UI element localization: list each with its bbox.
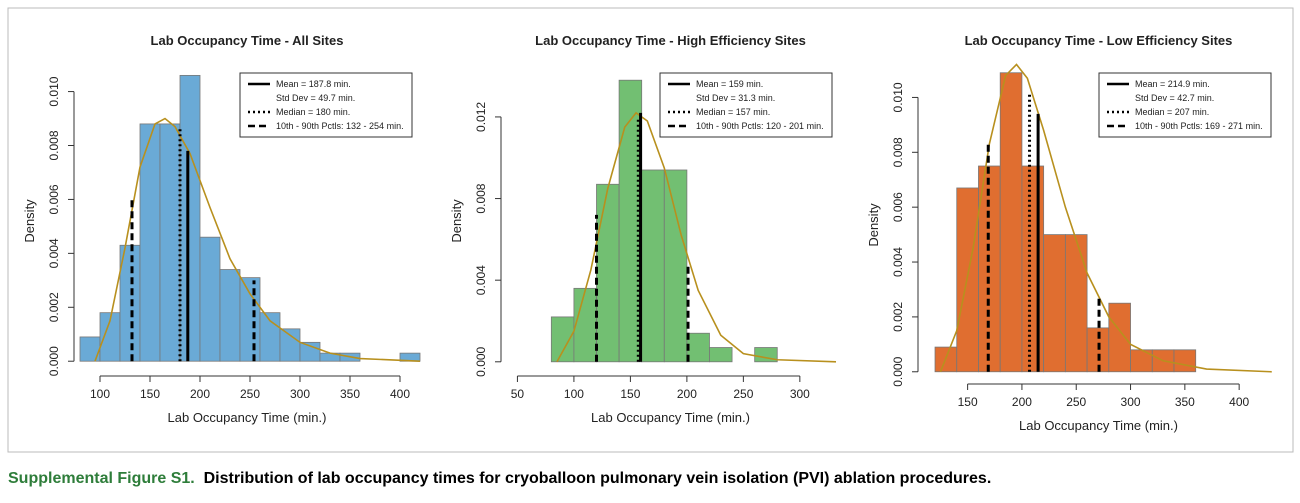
- y-tick-label: 0.008: [47, 130, 61, 160]
- x-tick-label: 250: [240, 387, 260, 401]
- x-tick-label: 400: [1229, 395, 1249, 409]
- bar: [1173, 349, 1197, 373]
- x-axis-label: Lab Occupancy Time (min.): [1019, 418, 1178, 433]
- bar: [1021, 165, 1045, 373]
- y-tick-label: 0.010: [891, 82, 905, 112]
- y-tick-label: 0.006: [891, 192, 905, 222]
- y-tick-label: 0.012: [474, 102, 488, 132]
- y-tick-label: 0.004: [47, 238, 61, 268]
- y-tick-label: 0.002: [891, 302, 905, 332]
- x-tick-label: 100: [90, 387, 110, 401]
- legend-label: Std Dev = 42.7 min.: [1135, 93, 1214, 103]
- x-tick-label: 300: [790, 387, 810, 401]
- x-tick-label: 200: [1012, 395, 1032, 409]
- y-axis-label: Density: [22, 199, 37, 243]
- x-tick-label: 300: [1121, 395, 1141, 409]
- caption: Supplemental Figure S1. Distribution of …: [8, 470, 991, 488]
- legend-label: Median = 157 min.: [696, 107, 770, 117]
- y-axis-label: Density: [449, 199, 464, 243]
- bar: [239, 277, 261, 362]
- density-curve: [556, 111, 837, 363]
- x-axis-label: Lab Occupancy Time (min.): [168, 410, 327, 425]
- bar: [179, 74, 201, 362]
- y-tick-label: 0.008: [891, 137, 905, 167]
- caption-label: Supplemental Figure S1.: [8, 470, 195, 487]
- caption-text: Distribution of lab occupancy times for …: [203, 470, 992, 487]
- legend-label: Median = 207 min.: [1135, 107, 1209, 117]
- y-tick-label: 0.000: [474, 346, 488, 376]
- y-tick-label: 0.008: [474, 183, 488, 213]
- bar: [219, 269, 241, 362]
- bar: [573, 287, 597, 363]
- x-tick-label: 350: [340, 387, 360, 401]
- x-tick-label: 150: [620, 387, 640, 401]
- density-curve: [939, 63, 1272, 373]
- chart-title: Lab Occupancy Time - High Efficiency Sit…: [535, 33, 806, 48]
- y-tick-label: 0.002: [47, 292, 61, 322]
- bar: [641, 169, 665, 363]
- bar: [1064, 234, 1088, 373]
- x-tick-label: 250: [1066, 395, 1086, 409]
- legend-label: Mean = 187.8 min.: [276, 79, 351, 89]
- legend-label: Mean = 159 min.: [696, 79, 763, 89]
- x-tick-label: 350: [1175, 395, 1195, 409]
- y-tick-label: 0.006: [47, 184, 61, 214]
- x-tick-label: 250: [733, 387, 753, 401]
- x-tick-label: 150: [140, 387, 160, 401]
- density-curve: [94, 117, 421, 363]
- y-tick-label: 0.004: [891, 247, 905, 277]
- bar: [663, 169, 688, 363]
- bar: [159, 123, 181, 362]
- x-tick-label: 200: [190, 387, 210, 401]
- chart-title: Lab Occupancy Time - Low Efficiency Site…: [965, 33, 1233, 48]
- bar: [550, 316, 575, 363]
- legend-label: 10th - 90th Pctls: 120 - 201 min.: [696, 121, 824, 131]
- legend-label: Mean = 214.9 min.: [1135, 79, 1210, 89]
- bar: [999, 72, 1023, 373]
- legend-label: Std Dev = 49.7 min.: [276, 93, 355, 103]
- bar: [1043, 234, 1066, 373]
- bar: [279, 328, 301, 362]
- x-axis-label: Lab Occupancy Time (min.): [591, 410, 750, 425]
- figure-frame: [7, 7, 1294, 453]
- x-tick-label: 50: [511, 387, 525, 401]
- bar: [1108, 302, 1131, 373]
- x-tick-label: 200: [677, 387, 697, 401]
- bar: [709, 347, 733, 363]
- x-tick-label: 100: [564, 387, 584, 401]
- figure: Lab Occupancy Time - All Sites Lab Occupa…: [7, 7, 1294, 453]
- x-tick-label: 300: [290, 387, 310, 401]
- y-tick-label: 0.004: [474, 265, 488, 295]
- chart-title: Lab Occupancy Time - All Sites: [151, 33, 344, 48]
- legend-label: Median = 180 min.: [276, 107, 350, 117]
- y-tick-label: 0.000: [47, 346, 61, 376]
- x-tick-label: 150: [958, 395, 978, 409]
- legend-label: Std Dev = 31.3 min.: [696, 93, 775, 103]
- legend-label: 10th - 90th Pctls: 132 - 254 min.: [276, 121, 404, 131]
- y-axis-label: Density: [866, 203, 881, 247]
- legend-label: 10th - 90th Pctls: 169 - 271 min.: [1135, 121, 1263, 131]
- x-tick-label: 400: [390, 387, 410, 401]
- bar: [686, 332, 710, 363]
- bar: [199, 236, 221, 362]
- bar: [596, 183, 620, 363]
- y-tick-label: 0.000: [891, 356, 905, 386]
- y-tick-label: 0.010: [47, 76, 61, 106]
- bar: [119, 244, 141, 362]
